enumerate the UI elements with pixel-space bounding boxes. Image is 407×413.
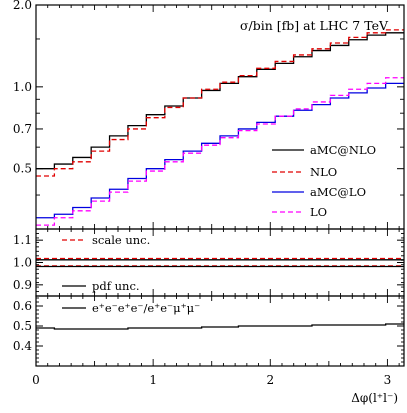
legend-label-2: aMC@LO — [310, 185, 366, 199]
x-tick-label: 3 — [384, 373, 392, 387]
y-tick-label: 1.0 — [13, 80, 32, 94]
x-tick-label: 2 — [266, 373, 274, 387]
panel-frame-ratio2 — [35, 295, 405, 367]
y-tick-label: 1.0 — [13, 256, 32, 270]
y-tick-label: 0.5 — [13, 319, 32, 333]
series-line-ratio2-0 — [36, 323, 404, 330]
series-layer — [36, 29, 404, 330]
x-tick-label: 1 — [149, 373, 157, 387]
ratio-legend-label-0: scale unc. — [92, 233, 150, 247]
legend-label-3: LO — [310, 205, 327, 219]
y-tick-label: 0.4 — [13, 339, 32, 353]
series-line-main-1 — [36, 29, 404, 177]
legend-label-0: aMC@NLO — [310, 143, 376, 157]
series-line-main-3 — [36, 77, 404, 226]
y-tick-label: 2.0 — [13, 0, 32, 12]
frames-layer — [35, 4, 405, 367]
text-layer: σ/bin [fb] at LHC 7 TeV Δφ(l⁺l⁻) 0.5 0.7 1… — [13, 0, 398, 405]
y-tick-label: 0.6 — [13, 299, 32, 313]
y-tick-label: 1.1 — [13, 233, 32, 247]
x-tick-label: 0 — [32, 373, 40, 387]
legend-label-1: NLO — [310, 165, 337, 179]
y-tick-label: 0.9 — [13, 278, 32, 292]
y-tick-label: 0.7 — [13, 122, 32, 136]
ratio2-legend-label: e⁺e⁻e⁺e⁻/e⁺e⁻μ⁺μ⁻ — [92, 301, 200, 315]
series-line-main-2 — [36, 82, 404, 219]
chart-title: σ/bin [fb] at LHC 7 TeV — [240, 18, 389, 33]
x-axis-label: Δφ(l⁺l⁻) — [351, 391, 398, 405]
ratio-legend-label-1: pdf unc. — [92, 279, 140, 293]
y-tick-label: 0.5 — [13, 162, 32, 176]
